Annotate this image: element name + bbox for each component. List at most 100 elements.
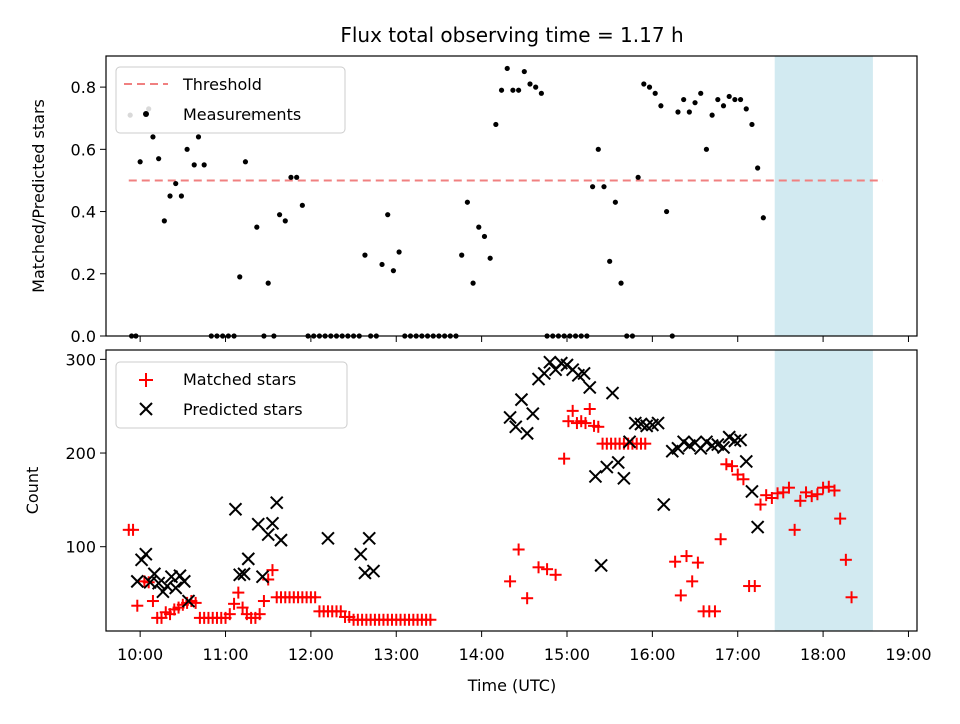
measurement-point xyxy=(516,87,522,93)
predicted-star-point xyxy=(237,567,251,581)
matched-star-point xyxy=(714,533,727,546)
measurement-points xyxy=(127,65,766,339)
measurement-point xyxy=(173,180,179,187)
predicted-star-point xyxy=(241,552,255,566)
measurement-point xyxy=(607,258,613,264)
matched-star-point xyxy=(794,494,807,507)
top-legend-box xyxy=(115,66,346,134)
top-legend: Threshold Measurements xyxy=(115,66,346,134)
measurement-point xyxy=(504,65,510,72)
predicted-star-point xyxy=(147,567,162,581)
measurement-point xyxy=(362,252,368,258)
predicted-star-point xyxy=(265,516,280,530)
bottom-y-ticks: 100 200 300 xyxy=(65,350,106,557)
x-tick-label: 12:00 xyxy=(288,645,334,664)
legend-measurement-label: Measurements xyxy=(183,105,301,124)
matched-star-point xyxy=(708,605,721,618)
measurement-point xyxy=(663,208,670,215)
measurement-point xyxy=(692,100,698,106)
measurement-point xyxy=(396,249,402,255)
predicted-star-point xyxy=(261,527,275,542)
predicted-star-point xyxy=(617,471,631,486)
measurement-point xyxy=(681,96,687,103)
x-tick-label: 17:00 xyxy=(715,645,761,664)
measurement-point xyxy=(276,212,283,218)
measurement-point xyxy=(379,261,385,268)
matched-star-point xyxy=(782,481,795,494)
x-tick-label: 13:00 xyxy=(373,645,419,664)
predicted-star-point xyxy=(577,366,591,381)
matched-star-point xyxy=(424,613,437,626)
predicted-star-point xyxy=(745,484,759,499)
measurement-point xyxy=(521,68,527,75)
top-y-tick-label: 0.6 xyxy=(71,140,96,159)
matched-star-point xyxy=(541,563,554,576)
predicted-star-point xyxy=(139,547,153,561)
top-y-tick-label: 0.8 xyxy=(71,78,96,97)
measurement-point xyxy=(195,134,202,140)
matched-star-point xyxy=(811,488,824,501)
chart-title: Flux total observing time = 1.17 h xyxy=(340,23,683,47)
measurement-point xyxy=(675,109,681,115)
measurement-point xyxy=(242,159,249,165)
measurement-point xyxy=(658,103,664,109)
measurement-point xyxy=(641,81,647,87)
measurement-point xyxy=(709,112,715,118)
matched-star-point xyxy=(674,589,687,602)
measurement-point xyxy=(487,255,493,261)
measurement-point xyxy=(612,199,618,205)
x-tick-label: 15:00 xyxy=(544,645,590,664)
matched-star-point xyxy=(127,523,140,536)
predicted-star-point xyxy=(228,502,243,516)
x-tick-label: 16:00 xyxy=(629,645,675,664)
predicted-star-point xyxy=(722,430,736,444)
matched-star-point xyxy=(834,512,847,525)
measurement-point xyxy=(464,199,470,205)
predicted-star-point xyxy=(177,574,191,589)
matched-star-point xyxy=(266,564,279,577)
predicted-star-point xyxy=(583,380,597,395)
measurement-point xyxy=(237,274,243,280)
predicted-star-point xyxy=(274,533,288,547)
matched-star-point xyxy=(512,543,525,556)
predicted-star-point xyxy=(594,558,608,573)
bottom-y-tick-label: 300 xyxy=(65,350,96,369)
legend-measurement-swatch xyxy=(143,111,149,117)
top-plot-frame xyxy=(105,55,918,337)
measurement-point xyxy=(265,280,271,286)
predicted-star-point xyxy=(543,355,557,369)
matched-star-point xyxy=(562,415,575,428)
observing-span-top xyxy=(774,56,873,336)
predicted-star-point xyxy=(270,495,284,510)
matched-star-point xyxy=(639,437,652,450)
count-points xyxy=(122,355,858,626)
matched-star-point xyxy=(504,575,517,588)
bottom-x-ticks: 10:00 11:00 12:00 13:00 14:00 15:00 16:00 17:00… xyxy=(117,631,932,664)
matched-star-point xyxy=(726,460,739,473)
bottom-y-tick-label: 200 xyxy=(65,444,96,463)
measurement-point xyxy=(635,174,641,180)
matched-star-point xyxy=(521,592,534,605)
measurement-point xyxy=(732,96,738,103)
predicted-star-point xyxy=(130,574,145,589)
measurement-point xyxy=(161,218,167,224)
matched-star-point xyxy=(748,580,761,593)
predicted-star-point xyxy=(151,576,166,590)
measurement-point xyxy=(476,224,482,230)
predicted-star-point xyxy=(657,497,671,512)
predicted-star-point xyxy=(321,531,335,545)
x-axis-label: Time (UTC) xyxy=(467,676,556,695)
measurement-point xyxy=(715,96,721,103)
measurement-point xyxy=(686,109,692,115)
top-y-tick-label: 0.2 xyxy=(71,265,96,284)
legend-predicted-swatch xyxy=(139,402,153,416)
measurement-point xyxy=(156,156,162,162)
matched-star-point xyxy=(839,553,852,566)
predicted-star-point xyxy=(503,410,517,425)
matched-star-point xyxy=(549,568,562,581)
matched-star-point xyxy=(592,420,605,433)
measurement-point xyxy=(618,280,624,286)
measurement-point xyxy=(481,233,488,240)
predicted-star-point xyxy=(605,386,620,400)
